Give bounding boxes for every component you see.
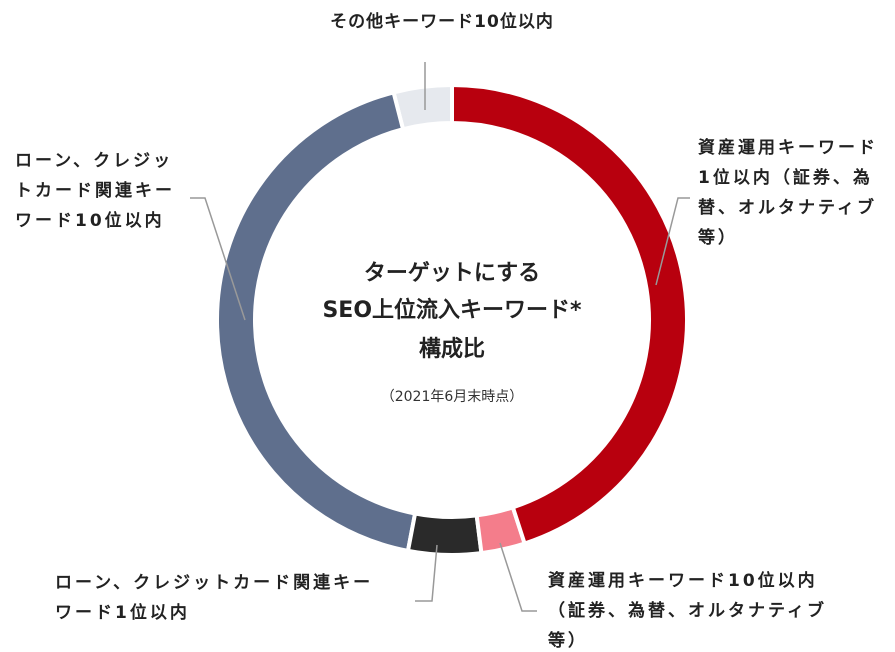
segment-label: 資産運用キーワード10位以内（証券、為替、オルタナティブ等） [548, 571, 827, 651]
leader-line [190, 197, 246, 321]
donut-segment [405, 511, 484, 557]
segment-label: ローン、クレジットカード関連キーワード10位以内 [15, 151, 175, 231]
center-title: ターゲットにする [363, 261, 541, 286]
center-title: 構成比 [418, 337, 485, 362]
leader-lines [190, 62, 690, 612]
donut-segment [215, 89, 418, 554]
donut-segment [450, 82, 689, 547]
center-title: SEO上位流入キーワード* [322, 298, 582, 323]
segment-label: その他キーワード10位以内 [330, 12, 554, 32]
leader-line [499, 542, 537, 612]
segment-label: ローン、クレジットカード関連キーワード1位以内 [55, 573, 374, 623]
leader-line [655, 197, 690, 286]
donut-segment [474, 504, 528, 556]
center-subtitle: （2021年6月末時点） [380, 389, 524, 405]
leader-line [415, 544, 438, 602]
segment-label: 資産運用キーワード1位以内（証券、為替、オルタナティブ等） [698, 138, 878, 248]
